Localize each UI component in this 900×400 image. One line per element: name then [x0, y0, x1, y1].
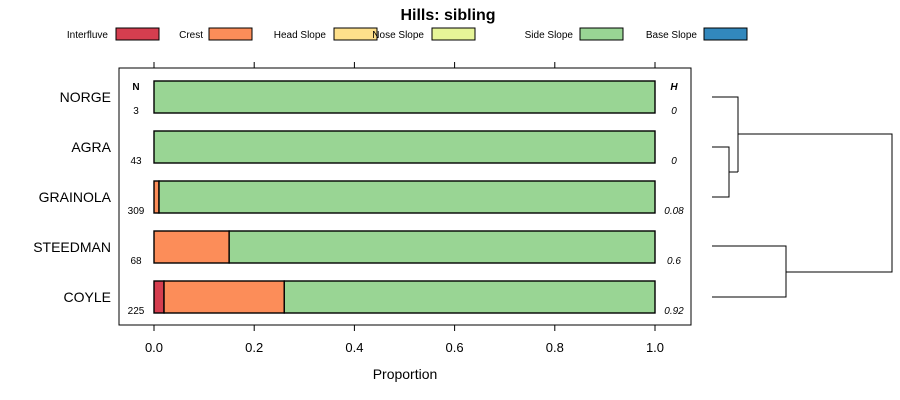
dendrogram-steedman-coyle-branch	[712, 245, 787, 298]
n-value-grainola: 309	[128, 206, 145, 217]
dendrogram-norge-branch	[712, 96, 739, 172]
h-value-coyle: 0.92	[664, 306, 684, 317]
plot-frame	[118, 67, 692, 326]
n-value-steedman: 68	[130, 256, 142, 267]
dendrogram-agra-grainola-branch	[712, 146, 730, 198]
legend: Interfluve Crest Head Slope Nose Slope Side …	[67, 27, 748, 41]
bar-segment-norge-side-slope	[153, 80, 656, 114]
legend-swatch-base-slope	[703, 27, 748, 41]
legend-label-nose-slope: Nose Slope	[372, 30, 424, 41]
top-axis-ticks	[153, 62, 656, 68]
dendrogram-root	[738, 133, 893, 273]
legend-label-crest: Crest	[179, 30, 203, 41]
legend-label-base-slope: Base Slope	[646, 30, 698, 41]
x-axis-label: Proportion	[373, 366, 438, 382]
legend-swatch-nose-slope	[431, 27, 476, 41]
n-column: N 3 43 309 68 225	[128, 82, 145, 317]
n-header: N	[132, 82, 139, 93]
bar-segment-coyle-interfluve	[153, 280, 165, 314]
h-column: H 0 0 0.08 0.6 0.92	[664, 82, 684, 317]
category-label-coyle: COYLE	[64, 289, 111, 305]
bar-segment-grainola-side-slope	[158, 180, 656, 214]
n-value-coyle: 225	[128, 306, 145, 317]
legend-swatch-interfluve	[115, 27, 160, 41]
h-value-steedman: 0.6	[667, 256, 681, 267]
category-labels: NORGE AGRA GRAINOLA STEEDMAN COYLE	[33, 89, 111, 305]
x-tick-label: 1.0	[646, 340, 664, 355]
legend-label-interfluve: Interfluve	[67, 30, 109, 41]
legend-swatch-head-slope	[333, 27, 378, 41]
n-value-norge: 3	[133, 106, 139, 117]
h-value-grainola: 0.08	[664, 206, 684, 217]
h-value-norge: 0	[671, 106, 677, 117]
h-header: H	[670, 82, 678, 93]
x-tick-label: 0.2	[245, 340, 263, 355]
bar-segment-coyle-side-slope	[283, 280, 656, 314]
bars	[153, 80, 656, 314]
legend-swatch-side-slope	[579, 27, 624, 41]
x-tick-label: 0.8	[546, 340, 564, 355]
category-label-steedman: STEEDMAN	[33, 239, 111, 255]
bar-segment-steedman-crest	[153, 230, 230, 264]
chart-title: Hills: sibling	[400, 7, 495, 24]
x-axis: 0.0 0.2 0.4 0.6 0.8 1.0	[145, 325, 664, 355]
n-value-agra: 43	[130, 156, 142, 167]
x-tick-label: 0.6	[446, 340, 464, 355]
bar-segment-coyle-crest	[163, 280, 285, 314]
legend-label-head-slope: Head Slope	[274, 30, 327, 41]
x-tick-label: 0.0	[145, 340, 163, 355]
h-value-agra: 0	[671, 156, 677, 167]
category-label-norge: NORGE	[60, 89, 111, 105]
bar-segment-steedman-side-slope	[228, 230, 656, 264]
category-label-grainola: GRAINOLA	[39, 189, 112, 205]
bar-segment-grainola-crest	[153, 180, 160, 214]
category-label-agra: AGRA	[71, 139, 111, 155]
legend-label-side-slope: Side Slope	[525, 30, 574, 41]
x-tick-label: 0.4	[345, 340, 363, 355]
legend-swatch-crest	[208, 27, 253, 41]
dendrogram	[712, 96, 893, 298]
bar-segment-agra-side-slope	[153, 130, 656, 164]
